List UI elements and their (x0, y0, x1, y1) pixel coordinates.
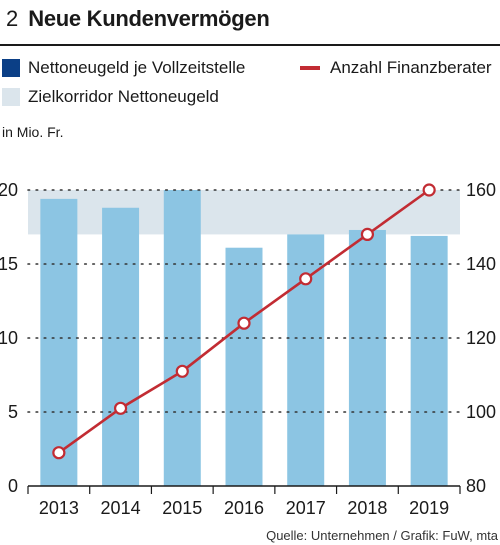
line-point-2018 (360, 227, 375, 241)
y2-tick-label-100: 100 (466, 402, 496, 422)
x-tick-label-2014: 2014 (101, 498, 141, 518)
legend-line-label: Anzahl Finanzberater (330, 58, 492, 77)
bar-2019 (410, 235, 448, 486)
title-rule (0, 44, 500, 46)
legend-band-label: Zielkorridor Nettoneugeld (28, 87, 219, 106)
y2-tick-label-140: 140 (466, 254, 496, 274)
legend-band: Zielkorridor Nettoneugeld (2, 87, 219, 107)
y2-tick-label-120: 120 (466, 328, 496, 348)
chart-header: 2 Neue Kundenvermögen (6, 6, 270, 32)
line-point-2019 (422, 183, 436, 197)
y-tick-label-0: 0 (8, 476, 18, 496)
x-tick-label-2016: 2016 (224, 498, 264, 518)
legend-bars-swatch (2, 59, 20, 77)
legend-bars-label: Nettoneugeld je Vollzeitstelle (28, 58, 246, 77)
y2-tick-label-80: 80 (466, 476, 486, 496)
legend-bars: Nettoneugeld je Vollzeitstelle (2, 58, 245, 78)
line-point-2016 (237, 316, 251, 330)
bar-2016 (225, 247, 263, 486)
chart-title: Neue Kundenvermögen (28, 6, 270, 31)
bar-2018 (348, 229, 386, 486)
x-tick-label-2018: 2018 (347, 498, 387, 518)
y-tick-label-5: 5 (8, 402, 18, 422)
figure-number: 2 (6, 6, 19, 31)
y-tick-label-10: 10 (0, 328, 18, 348)
legend-line: Anzahl Finanzberater (300, 58, 492, 78)
x-tick-label-2015: 2015 (162, 498, 202, 518)
x-tick-label-2017: 2017 (286, 498, 326, 518)
legend-band-swatch (2, 88, 20, 106)
bar-2017 (287, 234, 325, 486)
target-band (28, 190, 460, 235)
line-point-2015 (175, 364, 189, 378)
x-tick-label-2019: 2019 (409, 498, 449, 518)
y2-tick-label-160: 160 (466, 180, 496, 200)
source-note: Quelle: Unternehmen / Grafik: FuW, mta (266, 528, 498, 543)
y-tick-label-20: 20 (0, 180, 18, 200)
line-point-2017 (299, 272, 313, 286)
bar-2013 (40, 198, 78, 486)
y-tick-label-15: 15 (0, 254, 18, 274)
bar-2014 (102, 207, 140, 486)
line-point-2014 (113, 401, 128, 415)
unit-label: in Mio. Fr. (2, 124, 64, 140)
x-tick-label-2013: 2013 (39, 498, 79, 518)
legend-line-swatch (300, 66, 320, 70)
line-point-2013 (52, 446, 66, 460)
